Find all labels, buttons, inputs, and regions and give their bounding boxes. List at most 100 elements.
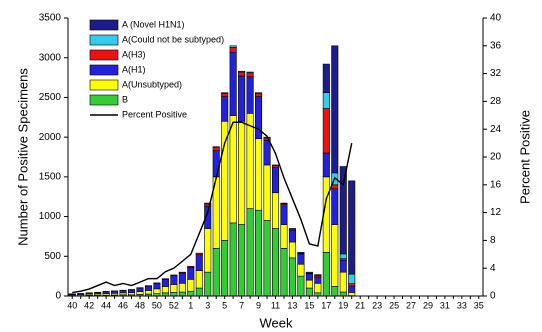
bar-segment <box>339 253 347 259</box>
x-tick-label: 25 <box>389 300 399 310</box>
bar-segment <box>212 150 220 178</box>
bar-segment <box>339 271 347 293</box>
bar-segment <box>128 289 136 293</box>
bar-segment <box>221 96 229 122</box>
bar-segment <box>280 248 288 297</box>
bar-segment <box>144 285 152 291</box>
y2-tick-label: 24 <box>490 124 502 135</box>
y2-tick-label: 28 <box>490 96 502 107</box>
x-tick-label: 29 <box>423 300 433 310</box>
x-tick-label: 52 <box>169 300 179 310</box>
bar-segment <box>305 279 313 289</box>
bar-segment <box>255 138 263 211</box>
legend-label: A(Could not be subtyped) <box>122 34 224 44</box>
x-tick-label: 42 <box>84 300 94 310</box>
bar-segment <box>161 286 169 294</box>
bar-segment <box>119 290 127 294</box>
bar-segment <box>221 240 229 297</box>
bar-segment <box>348 292 356 296</box>
bar-segment <box>238 120 246 225</box>
bar-segment <box>271 192 280 229</box>
legend-swatch <box>89 94 119 106</box>
legend-label: A(H3) <box>122 49 146 59</box>
bar-segment <box>170 292 178 297</box>
bar-segment <box>229 222 237 297</box>
bar-segment <box>255 209 263 297</box>
bar-segment <box>238 71 246 77</box>
bar-segment <box>263 140 271 166</box>
bar-segment <box>331 188 339 225</box>
x-tick-label: 17 <box>321 300 331 310</box>
bar-segment <box>229 47 237 53</box>
bar-segment <box>204 271 212 297</box>
y2-tick-label: 16 <box>490 179 502 190</box>
bar-segment <box>238 70 246 73</box>
bar-segment <box>144 290 152 295</box>
bar-segment <box>339 166 347 255</box>
bar-segment <box>170 275 178 285</box>
x-tick-label: 33 <box>457 300 467 310</box>
bar-segment <box>195 287 203 297</box>
legend-label: B <box>122 94 128 104</box>
bar-segment <box>178 271 186 274</box>
x-tick-label: 19 <box>338 300 348 310</box>
y-tick-label: 3000 <box>39 52 62 63</box>
x-tick-label: 13 <box>287 300 297 310</box>
bar-segment <box>229 115 237 224</box>
bar-segment <box>280 224 288 249</box>
bar-segment <box>204 228 212 273</box>
bar-segment <box>170 274 178 277</box>
bar-segment <box>246 208 254 297</box>
x-tick-label: 31 <box>440 300 450 310</box>
y2-tick-label: 0 <box>490 291 496 302</box>
x-tick-label: 1 <box>188 300 193 310</box>
y2-axis-title: Percent Positive <box>517 110 532 204</box>
y-tick-label: 0 <box>55 291 61 302</box>
x-tick-label: 44 <box>101 300 111 310</box>
y2-tick-label: 12 <box>490 207 502 218</box>
bar-segment <box>314 274 322 276</box>
bar-segment <box>195 270 203 289</box>
bar-segment <box>111 290 119 294</box>
bar-segment <box>221 92 229 94</box>
legend-label: A(H1) <box>122 64 146 74</box>
y-tick-label: 2000 <box>39 132 62 143</box>
x-tick-label: 40 <box>67 300 77 310</box>
x-tick-label: 15 <box>304 300 314 310</box>
x-tick-label: 11 <box>271 300 280 310</box>
bar-segment <box>153 288 161 294</box>
bar-segment <box>255 96 263 140</box>
legend-label: A(Unsubtyped) <box>122 79 182 89</box>
x-tick-label: 5 <box>222 300 227 310</box>
bar-segment <box>339 259 347 273</box>
bar-segment <box>322 108 330 154</box>
bar-segment <box>187 290 195 297</box>
bar-segment <box>178 272 186 284</box>
bar-segment <box>271 167 280 194</box>
bar-segment <box>178 291 186 297</box>
x-tick-label: 21 <box>355 300 365 310</box>
bar-segment <box>271 228 280 297</box>
y2-tick-label: 8 <box>490 235 496 246</box>
bar-segment <box>322 252 330 297</box>
bar-segment <box>348 180 356 275</box>
bar-segment <box>212 147 220 151</box>
bar-segment <box>221 93 229 97</box>
bar-segment <box>305 271 313 274</box>
bar-segment <box>288 241 296 259</box>
bar-segment <box>212 146 220 148</box>
bar-segment <box>136 291 144 295</box>
y-tick-label: 1000 <box>39 211 62 222</box>
bar-segment <box>314 282 322 294</box>
bar-segment <box>339 291 347 297</box>
bar-segment <box>348 273 356 284</box>
bar-segment <box>161 279 169 287</box>
legend-swatch <box>89 49 119 61</box>
bar-segment <box>204 202 212 205</box>
bar-segment <box>280 204 288 225</box>
bar-segment <box>238 224 246 297</box>
bar-segment <box>348 285 356 293</box>
x-tick-label: 35 <box>474 300 484 310</box>
bar-segment <box>128 292 136 296</box>
bar-segment <box>246 72 254 78</box>
